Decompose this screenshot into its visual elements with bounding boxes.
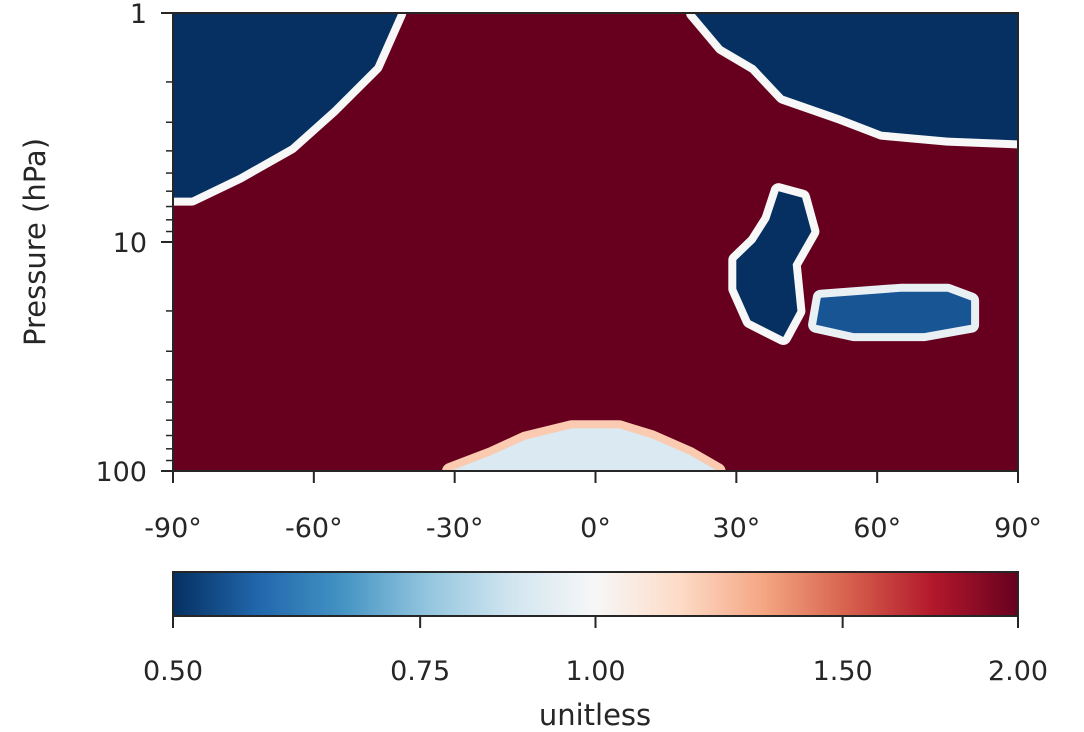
y-tick-label: 1 [130,0,147,30]
colorbar-tick-label: 1.00 [565,656,625,687]
x-tick-label: 90° [994,513,1042,544]
colorbar-tick-label: 0.75 [390,656,450,687]
x-axis: -90° -60° -30° 0° 30° 60° 90° [144,471,1042,544]
colorbar-tick-label: 0.50 [143,656,203,687]
heatmap-panel [172,12,1019,472]
heatmap-cells [173,13,1018,471]
heatmap-region [450,428,718,471]
x-tick-label: 0° [580,513,611,544]
colorbar-gradient [172,571,1019,617]
colorbar-label: unitless [539,698,651,732]
x-tick-label: -90° [144,513,202,544]
heatmap-region [816,291,972,334]
x-tick-label: 30° [712,513,760,544]
heatmap-region [736,191,812,337]
y-axis: 1 10 100 [95,0,173,488]
colorbar: 0.50 0.75 1.00 1.50 2.00 unitless [143,571,1048,732]
x-tick-label: 60° [853,513,901,544]
heatmap-region [173,13,399,198]
colorbar-tick-label: 1.50 [813,656,873,687]
y-tick-label: 100 [95,457,147,488]
heatmap-region [694,13,1018,141]
y-axis-title: Pressure (hPa) [18,138,52,346]
colorbar-tick-label: 2.00 [988,656,1048,687]
colorbar-ticks: 0.50 0.75 1.00 1.50 2.00 [143,616,1048,687]
y-tick-label: 10 [113,228,147,259]
x-tick-label: -60° [285,513,343,544]
x-tick-label: -30° [426,513,484,544]
